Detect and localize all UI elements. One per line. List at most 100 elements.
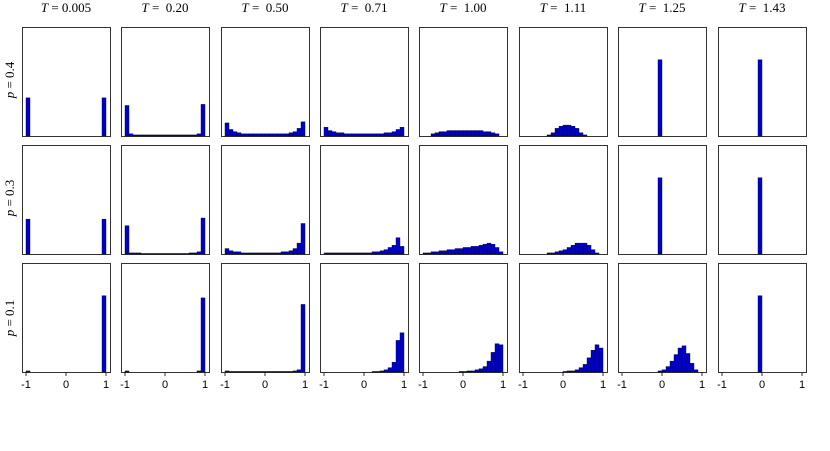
histogram-bar — [375, 133, 381, 137]
histogram-panel — [718, 27, 807, 137]
histogram-bar — [379, 133, 385, 137]
histogram-bar — [486, 131, 492, 137]
histogram-bar — [224, 122, 230, 137]
histogram-bar — [101, 218, 107, 255]
histogram-bar — [160, 134, 166, 137]
histogram-bar — [236, 132, 242, 137]
histogram-panel — [121, 27, 210, 137]
histogram-bar — [144, 134, 150, 137]
histogram-bar — [657, 177, 663, 255]
x-tick-label: -1 — [717, 379, 727, 391]
column-title-equals: = — [48, 0, 62, 15]
histogram-bar — [693, 369, 699, 373]
histogram-bar — [387, 367, 393, 373]
column-title-variable: T — [340, 0, 348, 15]
histogram-bar — [422, 252, 428, 255]
panel-frame — [419, 27, 508, 137]
histogram-bar — [490, 132, 496, 137]
histogram-bar — [399, 246, 405, 255]
panel-frame — [121, 263, 210, 373]
column-title-value: 1.00 — [463, 0, 487, 15]
histogram-bar — [367, 133, 373, 137]
column-title-value: 0.20 — [165, 0, 189, 15]
histogram-bar — [399, 332, 405, 373]
histogram-bar — [25, 370, 31, 373]
histogram-bar — [248, 252, 254, 255]
histogram-bar — [395, 340, 401, 373]
histogram-bar — [232, 131, 238, 137]
histogram-bar — [570, 125, 576, 137]
histogram-bar — [300, 223, 306, 255]
histogram-bar — [757, 177, 763, 255]
histogram-bar — [383, 249, 389, 255]
x-tick-label: 1 — [103, 379, 109, 391]
panel-frame — [320, 27, 409, 137]
column-title-equals: = — [446, 0, 464, 15]
histogram-bar — [661, 369, 667, 373]
histogram-panel — [419, 27, 508, 137]
panel-frame — [320, 145, 409, 255]
histogram-panel: -1 0 1 — [220, 263, 310, 391]
x-tick-label: 0 — [162, 379, 168, 391]
histogram-bar — [458, 248, 464, 255]
histogram-bar — [296, 128, 302, 137]
histogram-bar — [132, 252, 138, 255]
histogram-bar — [677, 347, 683, 373]
histogram-bar — [276, 252, 282, 255]
histogram-bar — [256, 371, 262, 373]
histogram-bar — [292, 248, 298, 255]
histogram-bar — [351, 252, 357, 255]
histogram-bar — [494, 133, 500, 137]
histogram-bar — [458, 371, 464, 373]
panel-frame — [419, 145, 508, 255]
histogram-bar — [248, 371, 254, 373]
column-title: T = 0.005 — [21, 0, 111, 16]
histogram-panel — [221, 145, 310, 255]
x-tick-label: -1 — [220, 379, 230, 391]
x-tick-label: 0 — [262, 379, 268, 391]
histogram-bar — [574, 369, 580, 373]
x-tick-label: 1 — [302, 379, 308, 391]
column-title: T = 0.20 — [120, 0, 210, 16]
histogram-bar — [367, 252, 373, 255]
histogram-bar — [176, 253, 182, 255]
column-title-variable: T — [439, 0, 447, 15]
histogram-bar — [474, 246, 480, 255]
histogram-bar — [25, 218, 31, 255]
panel-frame — [519, 263, 608, 373]
histogram-bar — [438, 131, 444, 137]
histogram-bar — [172, 253, 178, 255]
x-tick-label: 1 — [401, 379, 407, 391]
histogram-bar — [347, 133, 353, 137]
histogram-bar — [252, 252, 258, 255]
histogram-panel — [618, 27, 707, 137]
histogram-bar — [669, 360, 675, 373]
histogram-bar — [430, 133, 436, 137]
histogram-bar — [490, 352, 496, 373]
x-tick-label: 1 — [202, 379, 208, 391]
histogram-bar — [180, 253, 186, 255]
histogram-bar — [196, 370, 202, 373]
panel-frame — [22, 263, 111, 373]
histogram-bar — [486, 360, 492, 373]
histogram-panel — [22, 27, 111, 137]
x-tick-label: 0 — [560, 379, 566, 391]
histogram-bar — [160, 253, 166, 255]
histogram-bar — [284, 251, 290, 255]
histogram-bar — [566, 247, 572, 255]
panel-frame — [22, 27, 111, 137]
histogram-bar — [148, 134, 154, 137]
histogram-bar — [280, 371, 286, 373]
histogram-bar — [244, 371, 250, 373]
histogram-bar — [657, 59, 663, 137]
column-title: T = 1.25 — [617, 0, 707, 16]
histogram-bar — [590, 350, 596, 373]
column-title-variable: T — [738, 0, 746, 15]
panel-frame — [718, 145, 807, 255]
histogram-bar — [280, 251, 286, 255]
histogram-bar — [180, 134, 186, 137]
histogram-bar — [466, 370, 472, 373]
histogram-bar — [586, 245, 592, 255]
histogram-bar — [124, 370, 130, 373]
